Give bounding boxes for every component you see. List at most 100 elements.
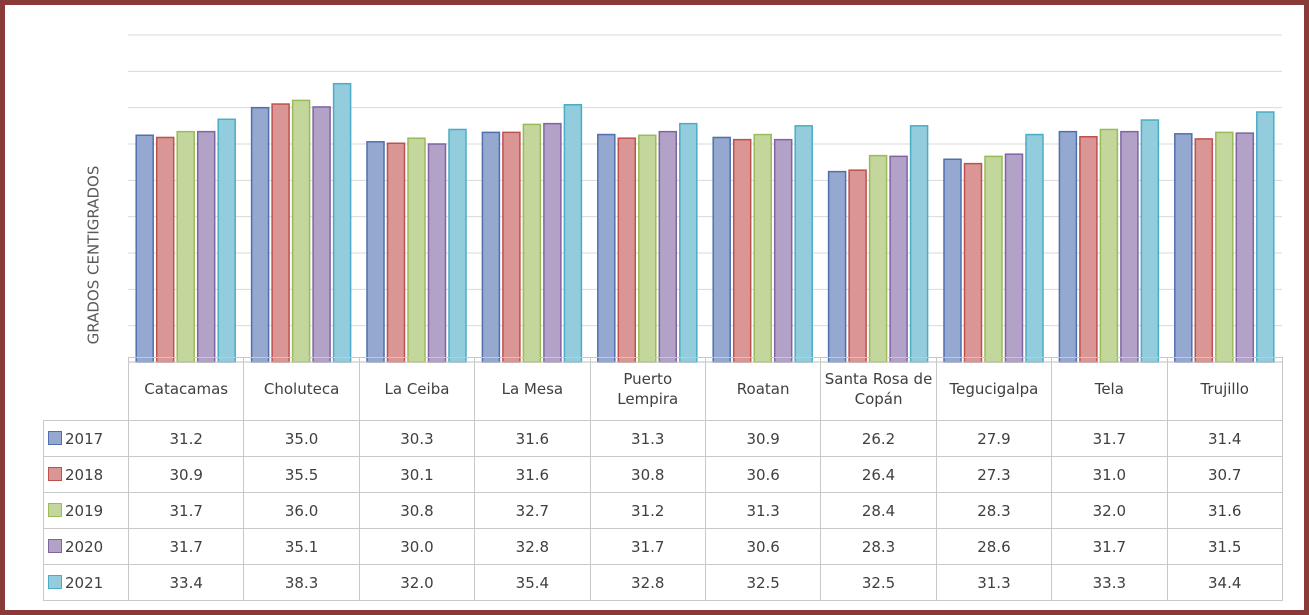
bar	[1215, 131, 1234, 363]
bar	[543, 122, 562, 363]
value-cell: 28.3	[820, 528, 937, 565]
x-tick-label: Tela	[1094, 380, 1124, 398]
bar	[1256, 111, 1275, 363]
value-cell: 32.5	[820, 564, 937, 601]
value-cell: 31.2	[127, 420, 245, 457]
value-cell: 31.6	[474, 420, 591, 457]
bar	[312, 106, 331, 363]
x-tick-label: Choluteca	[263, 380, 340, 398]
value-cell: 28.4	[820, 492, 937, 529]
bar	[1025, 133, 1044, 363]
category-cell: Tela	[1051, 357, 1168, 421]
bar	[176, 130, 195, 363]
data-table: Catacamas Choluteca La Ceiba La Mesa Puerto …	[43, 357, 1283, 601]
legend-cell: 2020	[43, 528, 129, 565]
bar	[617, 137, 637, 363]
bar	[386, 142, 406, 363]
bar	[658, 130, 678, 363]
value-cell: 31.6	[1166, 492, 1283, 529]
value-cell: 31.7	[1051, 420, 1168, 457]
legend-cell: 2019	[43, 492, 129, 529]
bar	[963, 162, 983, 363]
bar	[909, 125, 929, 363]
legend-label: 2018	[65, 465, 104, 484]
legend-swatch	[48, 430, 62, 445]
x-tick-label: La Mesa	[501, 380, 564, 398]
bar	[1099, 128, 1119, 363]
bar	[1079, 135, 1098, 363]
category-cell: La Ceiba	[358, 357, 476, 421]
value-cell: 32.0	[358, 564, 476, 601]
bar	[753, 133, 772, 363]
x-tick-label: Trujillo	[1200, 380, 1249, 398]
value-cell: 31.2	[589, 492, 706, 529]
bar	[638, 134, 657, 363]
legend-label: 2019	[65, 501, 104, 520]
legend-swatch	[48, 466, 62, 481]
value-cell: 30.9	[704, 420, 822, 457]
value-cell: 31.7	[127, 528, 245, 565]
value-cell: 30.9	[127, 456, 245, 493]
series-row: 2017 31.2 35.0 30.3 31.6 31.3 30.9 26.2 27.9 31.7…	[43, 420, 1283, 457]
series-row: 2020 31.7 35.1 30.0 32.8 31.7 30.6 28.3 28.6 31.7…	[43, 528, 1283, 565]
value-cell: 26.4	[820, 456, 937, 493]
series-row: 2021 33.4 38.3 32.0 35.4 32.8 32.5 32.5 31.3 33.3…	[43, 564, 1283, 601]
legend-swatch	[48, 538, 62, 553]
value-cell: 32.8	[474, 528, 591, 565]
category-cell: Santa Rosa de Copán	[820, 357, 937, 421]
y-axis-label: GRADOS CENTIGRADOS	[85, 166, 103, 345]
value-cell: 31.7	[127, 492, 245, 529]
bar	[448, 128, 467, 363]
x-tick-label: Roatan	[736, 380, 790, 398]
category-cell: Catacamas	[127, 357, 245, 421]
legend-cell: 2017	[43, 420, 129, 457]
value-cell: 34.4	[1166, 564, 1283, 601]
bar	[1235, 132, 1255, 363]
value-cell: 30.8	[589, 456, 706, 493]
value-cell: 35.4	[474, 564, 591, 601]
value-cell: 30.3	[358, 420, 476, 457]
value-cell: 31.0	[1051, 456, 1168, 493]
value-cell: 30.0	[358, 528, 476, 565]
legend-label: 2017	[65, 429, 104, 448]
value-cell: 30.1	[358, 456, 476, 493]
bar	[732, 138, 752, 363]
bar	[1120, 130, 1139, 363]
value-cell: 31.6	[474, 456, 591, 493]
value-cell: 27.3	[935, 456, 1053, 493]
value-cell: 30.6	[704, 528, 822, 565]
value-cell: 36.0	[243, 492, 360, 529]
bar	[502, 131, 521, 363]
bar	[332, 82, 352, 363]
bar	[217, 118, 236, 363]
value-cell: 33.4	[127, 564, 245, 601]
bar	[271, 103, 290, 363]
bar	[773, 138, 793, 363]
value-cell: 27.9	[935, 420, 1053, 457]
value-cell: 30.6	[704, 456, 822, 493]
value-cell: 38.3	[243, 564, 360, 601]
x-tick-label: Santa Rosa de Copán	[824, 370, 933, 408]
bar	[868, 154, 888, 363]
value-cell: 31.5	[1166, 528, 1283, 565]
legend-cell: 2021	[43, 564, 129, 601]
bar	[984, 155, 1003, 363]
x-tick-label: Tegucigalpa	[949, 380, 1039, 398]
legend-label: 2020	[65, 537, 104, 556]
value-cell: 30.8	[358, 492, 476, 529]
legend-swatch	[48, 574, 62, 589]
value-cell: 28.6	[935, 528, 1053, 565]
value-cell: 35.1	[243, 528, 360, 565]
x-tick-label: La Ceiba	[384, 380, 450, 398]
category-cell: Choluteca	[243, 357, 360, 421]
value-cell: 28.3	[935, 492, 1053, 529]
value-cell: 32.5	[704, 564, 822, 601]
bar	[407, 137, 426, 363]
bar	[1194, 138, 1214, 363]
category-cell: Trujillo	[1166, 357, 1283, 421]
bar	[597, 133, 616, 363]
series-row: 2018 30.9 35.5 30.1 31.6 30.8 30.6 26.4 27.3 31.0…	[43, 456, 1283, 493]
